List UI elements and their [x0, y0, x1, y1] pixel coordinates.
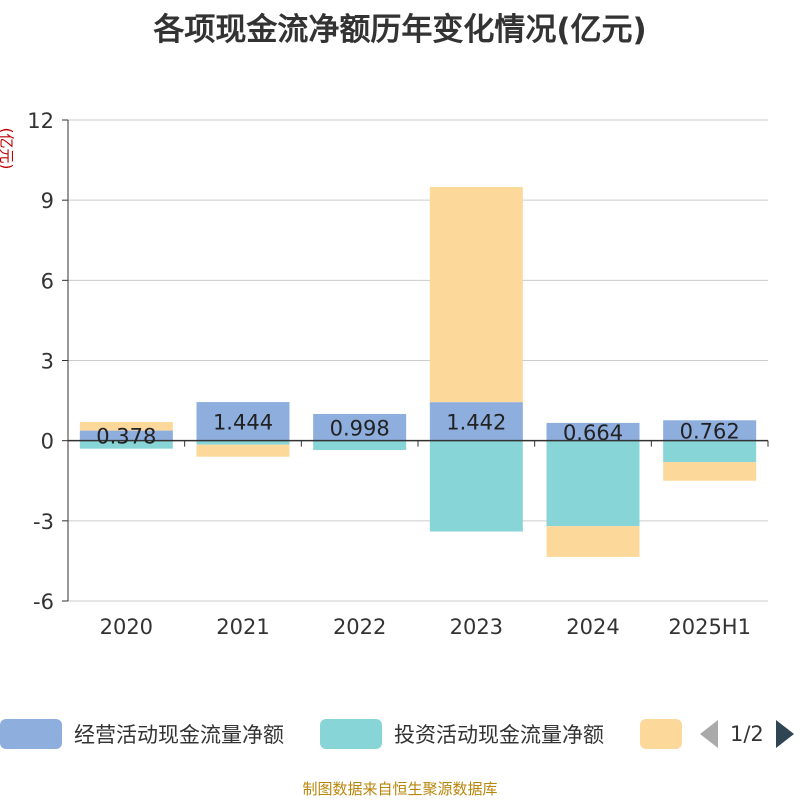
bar-series-1-2022[interactable]: [313, 440, 407, 451]
x-tick-label: 2020: [100, 615, 153, 639]
next-page-icon[interactable]: [775, 720, 794, 748]
legend-label-investing: 投资活动现金流量净额: [394, 723, 604, 747]
y-tick-label: 6: [41, 269, 54, 293]
bar-series-0-2025H1[interactable]: [663, 420, 757, 441]
bar-series-1-2021[interactable]: [196, 440, 290, 445]
prev-page-icon[interactable]: [700, 720, 718, 748]
legend-item-financing[interactable]: [640, 716, 682, 752]
y-tick-label: -6: [33, 590, 54, 614]
grid-lines: [68, 119, 768, 602]
x-tick-label: 2024: [566, 615, 619, 639]
bar-series-2-2021[interactable]: [196, 444, 290, 457]
bar-series-0-2020[interactable]: [79, 430, 173, 441]
axes: -6 -3 0 3 6 9 12 2020 2021 2022 2023 2024 2025H1: [27, 109, 769, 639]
bar-series-0-2022[interactable]: [313, 413, 407, 441]
data-label: 0.664: [563, 421, 623, 445]
bars: [79, 187, 757, 557]
data-label: 1.442: [446, 410, 506, 434]
bar-series-1-2025H1[interactable]: [663, 440, 757, 463]
chart-title: 各项现金流净额历年变化情况(亿元): [153, 12, 647, 48]
source-note: 制图数据来自恒生聚源数据库: [302, 780, 498, 798]
legend-item-investing[interactable]: 投资活动现金流量净额: [320, 716, 604, 752]
y-tick-label: 0: [41, 430, 54, 454]
data-label: 0.998: [330, 416, 390, 440]
legend-swatch-investing: [320, 719, 382, 749]
bar-series-1-2024[interactable]: [546, 440, 640, 527]
bar-series-0-2023[interactable]: [429, 402, 523, 441]
legend-label-operating: 经营活动现金流量净额: [74, 723, 284, 747]
bar-series-2-2020[interactable]: [79, 422, 173, 431]
x-tick-label: 2025H1: [668, 615, 751, 639]
data-label: 1.444: [213, 410, 273, 434]
page-indicator: 1/2: [730, 722, 764, 746]
y-tick-label: -3: [33, 510, 54, 534]
bar-series-2-2023[interactable]: [429, 187, 523, 403]
x-tick-label: 2021: [216, 615, 269, 639]
bar-series-1-2020[interactable]: [79, 440, 173, 449]
x-tick-label: 2022: [333, 615, 386, 639]
legend-swatch-third: [640, 719, 682, 749]
legend-item-operating[interactable]: 经营活动现金流量净额: [0, 716, 284, 752]
data-labels: 0.378 1.444 0.998 1.442 0.664 0.762: [96, 410, 739, 448]
data-label: 0.762: [680, 419, 740, 443]
x-tick-label: 2023: [450, 615, 503, 639]
y-tick-label: 3: [41, 350, 54, 374]
legend-swatch-operating: [0, 719, 62, 749]
legend-pager: 1/2: [700, 716, 794, 752]
y-tick-label: 9: [41, 189, 54, 213]
bar-series-0-2024[interactable]: [546, 422, 640, 441]
bar-series-2-2024[interactable]: [546, 526, 640, 557]
bar-series-1-2023[interactable]: [429, 440, 523, 532]
data-label: 0.378: [96, 425, 156, 449]
bar-series-0-2021[interactable]: [196, 402, 290, 441]
bar-series-2-2025H1[interactable]: [663, 462, 757, 481]
y-tick-label: 12: [27, 109, 54, 133]
